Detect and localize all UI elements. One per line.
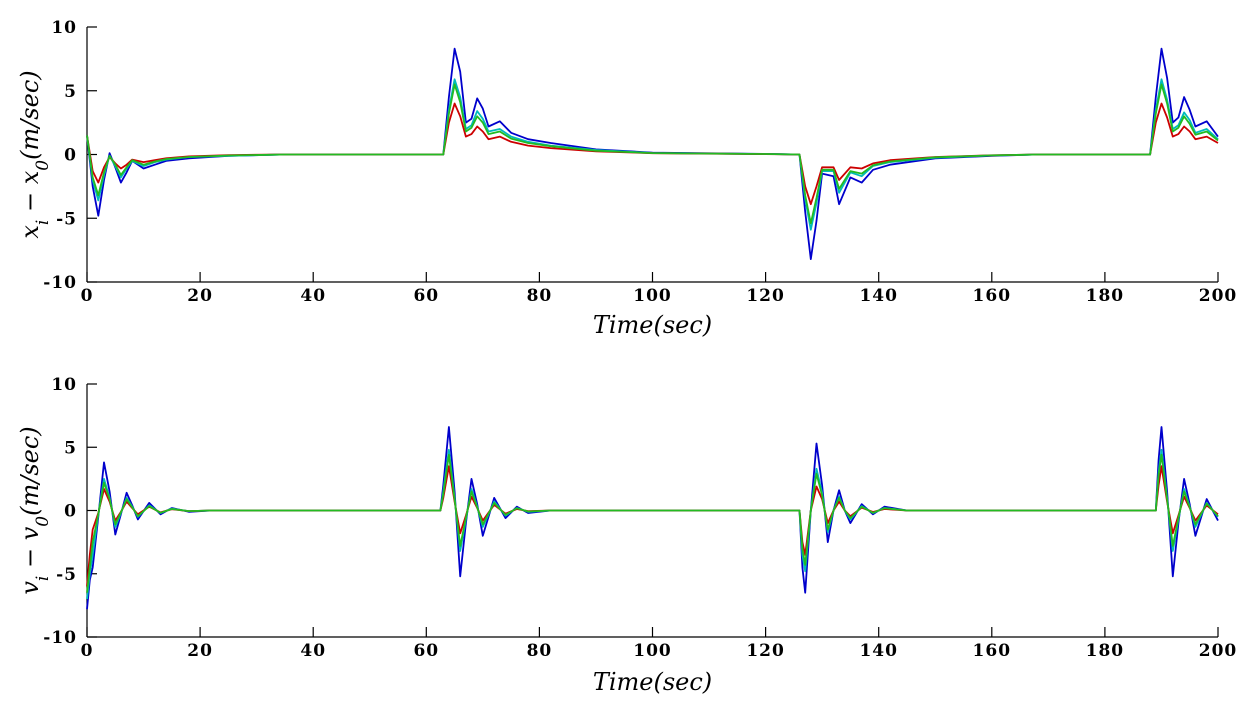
y-tick-label: 10	[51, 375, 77, 395]
x-tick-label: 180	[1086, 286, 1125, 306]
x-tick-label: 60	[413, 641, 439, 661]
y-tick-label: 5	[64, 438, 77, 458]
x-tick-label: 140	[859, 286, 898, 306]
series-line-1	[86, 448, 1219, 600]
y-tick-label: 5	[64, 82, 77, 102]
series-line-3	[86, 453, 1219, 593]
x-tick-label: 160	[973, 641, 1012, 661]
x-tick-label: 40	[300, 286, 326, 306]
x-tick-label: 160	[973, 286, 1012, 306]
y-axis-label: vi − v0(m/sec)	[16, 426, 53, 594]
x-tick-label: 120	[746, 286, 785, 306]
velocity-error-chart: 0 20 40 60 80 100 120 140 160 180 200 10 5 0 -5 -10 Time…	[16, 375, 1238, 696]
x-tick-label: 180	[1086, 641, 1125, 661]
y-tick-label: 0	[64, 146, 77, 166]
y-tick-label: -5	[56, 565, 77, 585]
series-line-0	[86, 47, 1219, 260]
y-tick-label: -5	[56, 209, 77, 229]
x-tick-label: 80	[527, 286, 553, 306]
x-tick-label: 20	[187, 286, 213, 306]
series-line-3	[86, 83, 1219, 225]
series-line-2	[86, 465, 1219, 587]
x-tick-label: 120	[746, 641, 785, 661]
x-tick-label: 200	[1199, 641, 1238, 661]
x-tick-label: 200	[1199, 286, 1238, 306]
y-axis-label: xi − x0(m/sec)	[16, 70, 53, 238]
x-tick-label: 40	[300, 641, 326, 661]
series-line-2	[86, 102, 1219, 206]
y-tick-label: 0	[64, 502, 77, 522]
x-tick-label: 20	[187, 641, 213, 661]
x-tick-label: 80	[527, 641, 553, 661]
y-tick-label: 10	[51, 18, 77, 38]
y-tick-label: -10	[43, 628, 77, 648]
x-tick-label: 140	[859, 641, 898, 661]
x-axis-label: Time(sec)	[593, 668, 712, 696]
series-line-0	[86, 426, 1219, 610]
y-tick-label: -10	[43, 273, 77, 293]
x-axis-label: Time(sec)	[593, 311, 712, 339]
x-tick-label: 0	[81, 286, 94, 306]
position-error-chart: 0 20 40 60 80 100 120 140 160 180 200 10 5 0 -5 -10 Time…	[16, 18, 1238, 339]
x-tick-label: 100	[633, 641, 672, 661]
x-tick-label: 100	[633, 286, 672, 306]
x-tick-label: 60	[413, 286, 439, 306]
x-tick-label: 0	[81, 641, 94, 661]
